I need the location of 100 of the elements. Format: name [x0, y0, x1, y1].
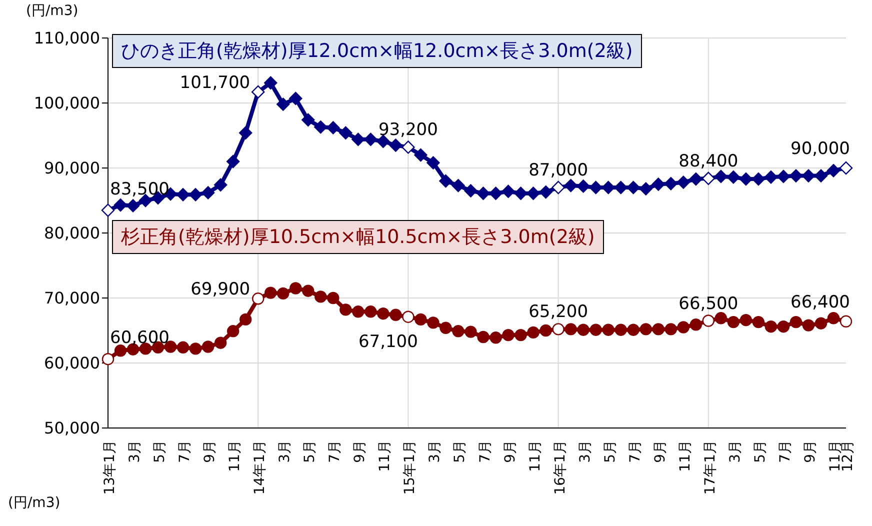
point: [514, 186, 528, 200]
point: [589, 180, 602, 194]
point: [840, 315, 852, 328]
point: [540, 324, 552, 337]
point: [489, 186, 502, 200]
point: [264, 286, 277, 299]
x-tick-label: 12月: [840, 440, 856, 472]
point: [189, 342, 202, 355]
x-tick-label: 3月: [277, 440, 294, 463]
x-tick-label: 11月: [227, 440, 244, 472]
x-tick-label: 7月: [777, 440, 794, 463]
point: [826, 164, 840, 178]
point: [839, 161, 853, 175]
y-tick-label: 90,000: [44, 158, 100, 178]
point: [214, 178, 228, 192]
point: [677, 321, 690, 334]
point: [252, 292, 264, 305]
point: [689, 172, 702, 186]
point: [814, 169, 828, 182]
point: [339, 126, 352, 140]
x-tick-label: 11月: [377, 440, 394, 472]
point: [202, 340, 214, 353]
point: [188, 188, 202, 202]
point: [302, 113, 315, 126]
point: [752, 316, 765, 328]
point: [390, 308, 402, 321]
y-tick-label: 110,000: [34, 28, 100, 48]
point: [639, 182, 652, 196]
x-tick-label: 3月: [727, 440, 744, 463]
point: [739, 172, 753, 186]
point: [726, 170, 740, 184]
y-tick-label: 50,000: [44, 418, 100, 438]
point: [576, 180, 590, 193]
x-tick-label: 15年1月: [402, 440, 418, 495]
point: [114, 344, 127, 357]
x-tick-label: 7月: [627, 440, 644, 463]
point: [502, 184, 515, 198]
data-label: 66,400: [790, 292, 850, 312]
point: [464, 326, 477, 338]
point: [452, 178, 465, 192]
x-tick-label: 14年1月: [252, 440, 268, 495]
point: [652, 178, 665, 191]
point: [477, 330, 490, 344]
y-tick-label: 60,000: [44, 354, 100, 373]
x-tick-label: 16年1月: [552, 440, 568, 495]
point: [802, 169, 816, 182]
point: [439, 174, 452, 188]
x-tick-label: 3月: [427, 440, 444, 463]
point: [740, 314, 752, 326]
point: [640, 323, 652, 336]
point: [226, 154, 240, 168]
point: [264, 76, 278, 90]
y-axis-title: (円/m3): [26, 2, 78, 20]
data-label: 88,400: [678, 151, 738, 172]
point: [764, 170, 778, 184]
point: [602, 324, 614, 336]
point: [476, 186, 490, 200]
x-tick-label: 9月: [802, 440, 818, 463]
point: [602, 180, 615, 194]
point: [126, 199, 140, 212]
point: [352, 306, 364, 318]
point: [702, 172, 716, 185]
point: [214, 336, 227, 349]
x-tick-label: 7月: [177, 440, 194, 463]
point: [377, 308, 390, 320]
data-label: 69,900: [190, 280, 250, 300]
point: [101, 204, 115, 217]
text: 杉正角(乾燥材)厚10.5cm×幅10.5cm×長さ3.0m(2級): [112, 220, 604, 254]
point: [727, 316, 740, 328]
point: [827, 312, 840, 324]
x-tick-label: 9月: [502, 440, 518, 463]
point: [176, 188, 190, 202]
point: [314, 120, 328, 134]
point: [389, 138, 402, 152]
point: [714, 170, 728, 184]
point: [102, 353, 114, 366]
point: [402, 140, 415, 154]
data-label: 93,200: [378, 120, 438, 140]
point: [814, 317, 828, 330]
point: [590, 324, 602, 336]
x-tick-label: 5月: [602, 440, 618, 463]
point: [514, 328, 527, 342]
point: [176, 341, 190, 354]
point: [526, 186, 540, 200]
point: [290, 282, 302, 294]
x-tick-label: 5月: [752, 440, 768, 463]
data-label: 87,000: [528, 160, 588, 180]
point: [564, 323, 577, 336]
point: [302, 284, 314, 297]
point: [414, 148, 428, 162]
data-label: 60,600: [110, 328, 170, 348]
point: [201, 186, 215, 200]
data-label: 90,000: [790, 139, 850, 159]
point: [252, 85, 265, 99]
point: [327, 292, 340, 304]
point: [364, 306, 377, 318]
x-tick-label: 7月: [327, 440, 344, 463]
point: [490, 332, 502, 344]
point: [289, 92, 302, 106]
point: [702, 314, 715, 327]
